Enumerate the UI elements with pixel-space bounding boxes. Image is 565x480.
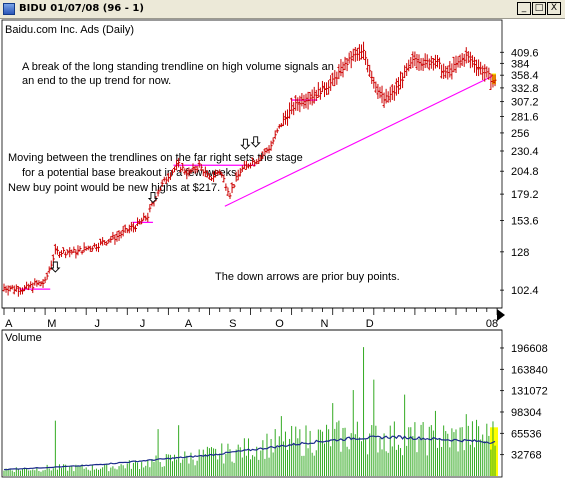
price-bars	[2, 41, 497, 297]
x-tick-label: J	[95, 318, 101, 330]
window-title: BIDU 01/07/08 (96 - 1)	[19, 3, 144, 14]
volume-highlight	[490, 427, 498, 476]
volume-panel	[1, 329, 503, 478]
volume-y-axis: 196608 163840 131072 98304 65536 32768	[2, 329, 548, 462]
volume-tick-label: 65536	[511, 428, 542, 440]
price-tick-label: 204.8	[511, 166, 539, 178]
price-tick-label: 384	[511, 58, 529, 70]
annotation-text: A break of the long standing trendline o…	[22, 61, 334, 73]
volume-tick-label: 98304	[511, 407, 542, 419]
price-tick-label: 332.8	[511, 83, 539, 95]
price-highlight	[492, 73, 496, 85]
window-buttons: _ □ X	[517, 2, 561, 15]
scroll-right-icon	[497, 309, 505, 321]
volume-tick-label: 32768	[511, 450, 542, 462]
window-titlebar: BIDU 01/07/08 (96 - 1) _ □ X	[0, 0, 565, 19]
price-tick-label: 307.2	[511, 97, 539, 109]
close-button[interactable]: X	[547, 2, 561, 15]
x-tick-label: A	[185, 318, 193, 330]
annotation-text: New buy point would be new highs at $217…	[8, 182, 220, 194]
volume-panel-title: Volume	[5, 332, 42, 344]
price-tick-label: 128	[511, 247, 529, 259]
x-axis: A M J J A S O N D 08	[2, 307, 505, 330]
x-tick-label: N	[321, 318, 329, 330]
annotation-text: an end to the up trend for now.	[22, 75, 171, 87]
volume-bars	[3, 347, 498, 476]
price-tick-label: 153.6	[511, 216, 539, 228]
x-tick-label: A	[5, 318, 13, 330]
x-tick-label: M	[47, 318, 56, 330]
x-tick-label: 08	[486, 318, 498, 330]
maximize-button[interactable]: □	[532, 2, 546, 15]
trendline-uptrend	[224, 74, 495, 207]
annotation-text: Moving between the trendlines on the far…	[8, 152, 303, 164]
x-tick-label: D	[366, 318, 374, 330]
volume-tick-label: 131072	[511, 386, 548, 398]
minimize-button[interactable]: _	[517, 2, 531, 15]
buy-point-arrow-icon	[147, 191, 159, 204]
volume-tick-label: 196608	[511, 343, 548, 355]
price-tick-label: 256	[511, 128, 529, 140]
buy-point-arrow-icon	[240, 138, 251, 150]
price-chart-title: Baidu.com Inc. Ads (Daily)	[5, 24, 134, 36]
annotation-text: The down arrows are prior buy points.	[215, 271, 400, 283]
app-icon	[3, 3, 15, 15]
volume-moving-average	[3, 435, 496, 471]
price-tick-label: 230.4	[511, 146, 539, 158]
volume-ma-line	[3, 435, 496, 471]
price-tick-label: 358.4	[511, 70, 539, 82]
x-tick-label: O	[275, 318, 284, 330]
volume-tick-label: 163840	[511, 364, 548, 376]
price-tick-label: 102.4	[511, 285, 539, 297]
price-tick-label: 179.2	[511, 189, 539, 201]
buy-point-arrow-icon	[250, 136, 261, 148]
x-tick-label: S	[229, 318, 236, 330]
annotations: A break of the long standing trendline o…	[8, 61, 400, 283]
price-tick-label: 409.6	[511, 47, 539, 59]
buy-point-arrow-icon	[50, 261, 61, 273]
price-tick-label: 281.6	[511, 112, 539, 124]
buy-point-arrows	[50, 136, 261, 273]
x-tick-label: J	[140, 318, 146, 330]
